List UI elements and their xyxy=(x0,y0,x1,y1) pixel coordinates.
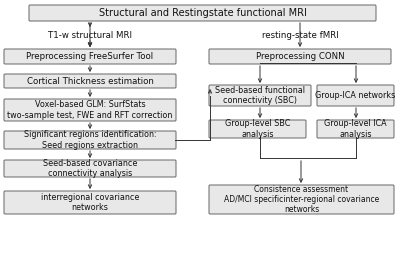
FancyBboxPatch shape xyxy=(4,99,176,121)
Text: interregional covariance
networks: interregional covariance networks xyxy=(41,193,139,212)
FancyBboxPatch shape xyxy=(317,85,394,106)
Text: Group-level ICA
analysis: Group-level ICA analysis xyxy=(324,119,387,139)
FancyBboxPatch shape xyxy=(209,185,394,214)
Text: Preprocessing CONN: Preprocessing CONN xyxy=(256,52,344,61)
Text: Group-level SBC
analysis: Group-level SBC analysis xyxy=(225,119,290,139)
FancyBboxPatch shape xyxy=(317,120,394,138)
Text: Group-ICA networks: Group-ICA networks xyxy=(315,91,396,100)
Text: Cortical Thickness estimation: Cortical Thickness estimation xyxy=(26,76,154,85)
Text: Seed-based functional
connectivity (SBC): Seed-based functional connectivity (SBC) xyxy=(215,86,305,105)
Text: Structural and Restingstate functional MRI: Structural and Restingstate functional M… xyxy=(98,8,306,18)
FancyBboxPatch shape xyxy=(4,49,176,64)
FancyBboxPatch shape xyxy=(4,131,176,149)
Text: Consistence assessment
AD/MCI specificinter-regional covariance
networks: Consistence assessment AD/MCI specificin… xyxy=(224,185,379,214)
FancyBboxPatch shape xyxy=(209,85,311,106)
Text: T1-w structural MRI: T1-w structural MRI xyxy=(48,32,132,40)
FancyBboxPatch shape xyxy=(209,49,391,64)
FancyBboxPatch shape xyxy=(4,160,176,177)
FancyBboxPatch shape xyxy=(4,74,176,88)
Text: resting-state fMRI: resting-state fMRI xyxy=(262,32,338,40)
Text: Voxel-based GLM: SurfStats
two-sample test, FWE and RFT correction: Voxel-based GLM: SurfStats two-sample te… xyxy=(7,100,173,120)
FancyBboxPatch shape xyxy=(29,5,376,21)
Text: Preprocessing FreeSurfer Tool: Preprocessing FreeSurfer Tool xyxy=(26,52,154,61)
FancyBboxPatch shape xyxy=(209,120,306,138)
FancyBboxPatch shape xyxy=(4,191,176,214)
Text: Seed-based covariance
connectivity analysis: Seed-based covariance connectivity analy… xyxy=(43,159,137,178)
Text: Significant regions identification:
Seed regions extraction: Significant regions identification: Seed… xyxy=(24,130,156,150)
